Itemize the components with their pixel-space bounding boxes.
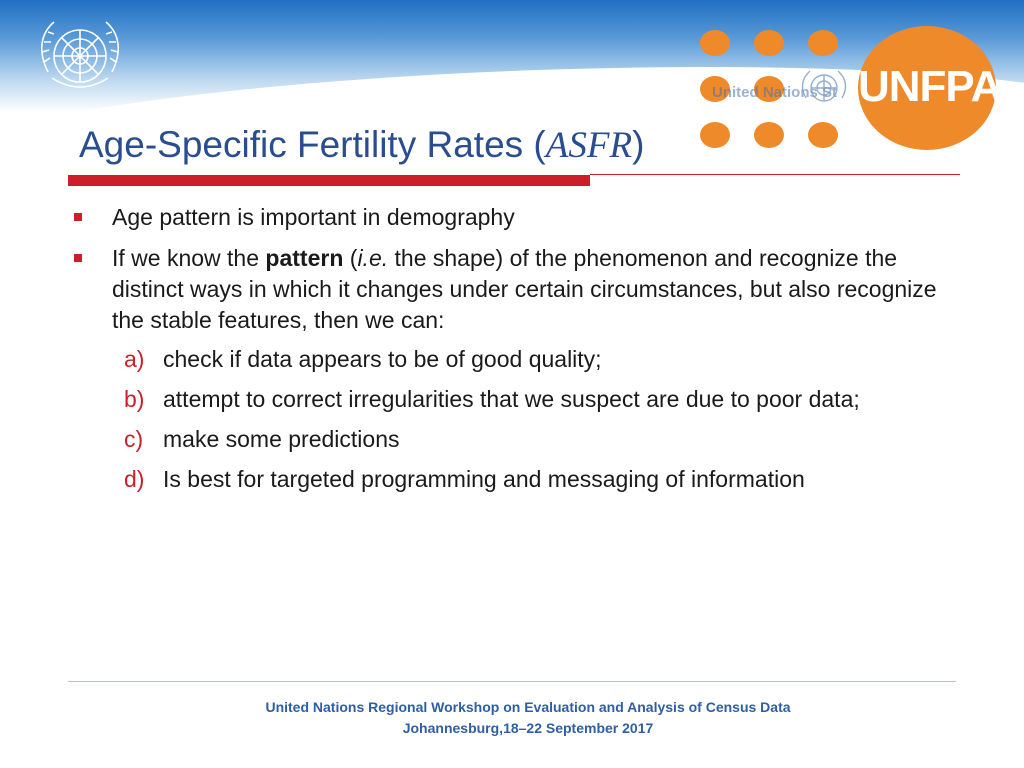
un-mini-emblem-icon [801,70,847,102]
bullet-text-italic: i.e. [357,245,389,271]
unfpa-logo-icon [858,26,996,150]
sub-item-letter: b) [124,386,145,412]
unfpa-logo-text: UNFPA [858,62,1002,111]
un-emblem-icon [41,21,119,88]
sub-item-text: Is best for targeted programming and mes… [163,466,805,492]
square-bullet-icon [74,254,82,262]
sub-list: a) check if data appears to be of good q… [72,344,972,495]
footer-event-name: United Nations Regional Workshop on Eval… [265,699,791,715]
square-bullet-icon [74,213,82,221]
sub-list-item: d) Is best for targeted programming and … [124,464,972,495]
title-prefix: Age-Specific Fertility Rates ( [79,124,546,165]
slide-body: Age pattern is important in demography I… [72,202,972,504]
sub-item-text: check if data appears to be of good qual… [163,346,602,372]
sub-item-letter: d) [124,466,145,492]
sub-list-item: c) make some predictions [124,424,972,455]
bullet-text-mid: ( [343,245,358,271]
header-band [0,0,1024,112]
sub-item-letter: c) [124,426,144,452]
title-underline-thick [68,175,590,186]
sub-item-text: make some predictions [163,426,400,452]
bullet-text-pre: If we know the [112,245,266,271]
title-abbreviation: ASFR [545,125,633,166]
slide-title: Age-Specific Fertility Rates (ASFR) [79,124,644,167]
bullet-item: If we know the pattern (i.e. the shape) … [72,243,972,336]
bullet-text-post: the shape) of the phenomenon and recogni… [112,245,937,333]
bullet-text-bold: pattern [265,245,344,271]
sub-item-text: attempt to correct irregularities that w… [163,386,860,412]
footer-location-date: Johannesburg,18–22 September 2017 [402,720,654,736]
sub-list-item: a) check if data appears to be of good q… [124,344,972,375]
sub-item-letter: a) [124,346,145,372]
sub-list-item: b) attempt to correct irregularities tha… [124,384,972,415]
title-underline-thin [590,174,960,175]
bullet-text: Age pattern is important in demography [112,204,515,230]
title-suffix: ) [632,124,645,165]
footer-divider [68,681,956,682]
bullet-item: Age pattern is important in demography [72,202,972,233]
decorative-dot-grid [700,30,840,150]
